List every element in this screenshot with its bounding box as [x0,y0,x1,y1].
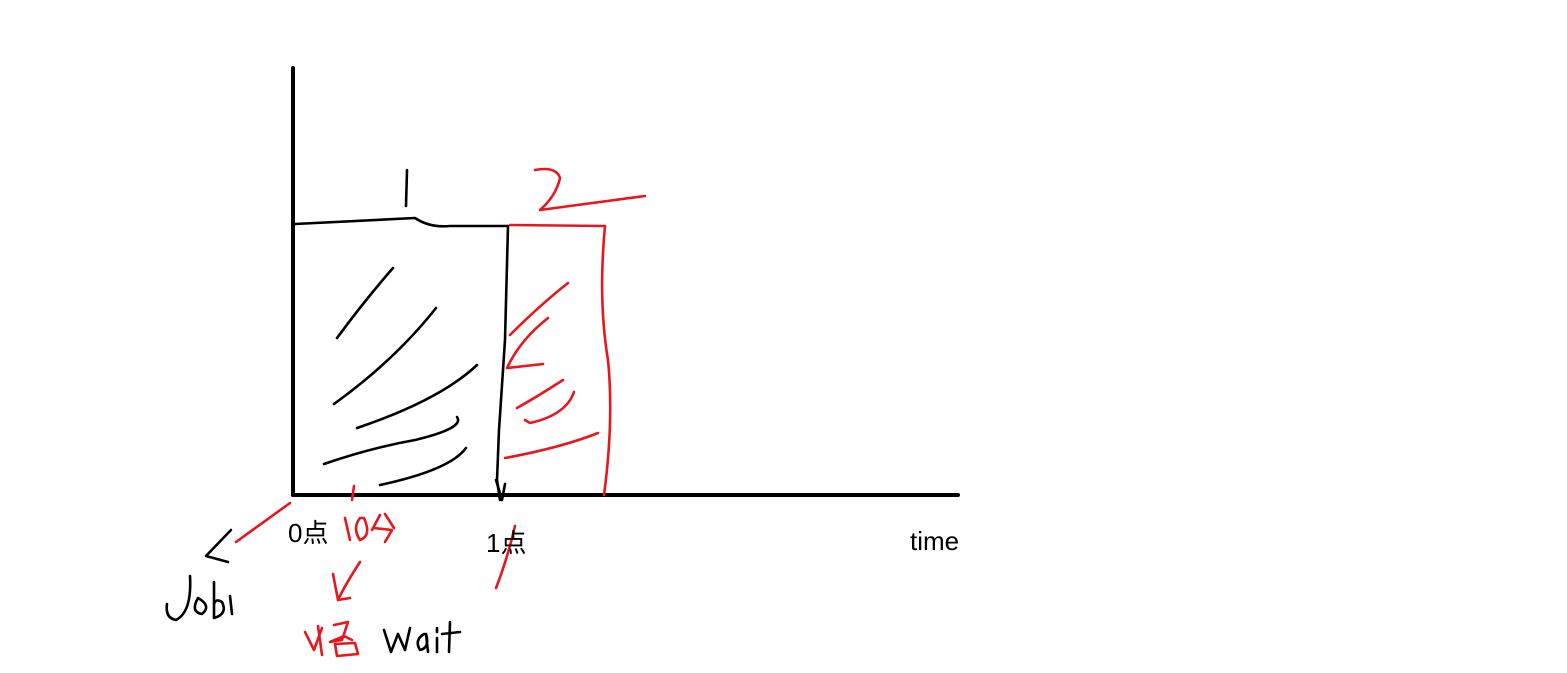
wait-chinese-handwriting [303,620,360,658]
block-two [503,167,647,497]
origin-marker [234,501,292,544]
block-one-number [404,168,409,208]
block-one-outline [293,216,510,502]
block-two-outline [508,223,612,497]
minute-note-handwriting [343,512,396,544]
minute-arrow [331,560,362,602]
red-annotations [234,484,517,602]
mark-one-label: 1点 [486,528,526,558]
wait-note-handwriting [382,620,462,654]
block-one-hatching [322,266,479,487]
x-axis-label: time [910,526,959,556]
block-two-hatching [503,281,600,460]
block-one-arrow-tip [494,478,507,502]
mark-one-marker [494,524,517,590]
axes [291,66,960,497]
axis-labels: 0点 1点 time [288,518,959,558]
job-note-handwriting [165,528,234,622]
origin-label: 0点 [288,518,328,548]
minute-tick [350,484,356,502]
block-one [293,168,510,502]
block-two-number [533,167,647,212]
